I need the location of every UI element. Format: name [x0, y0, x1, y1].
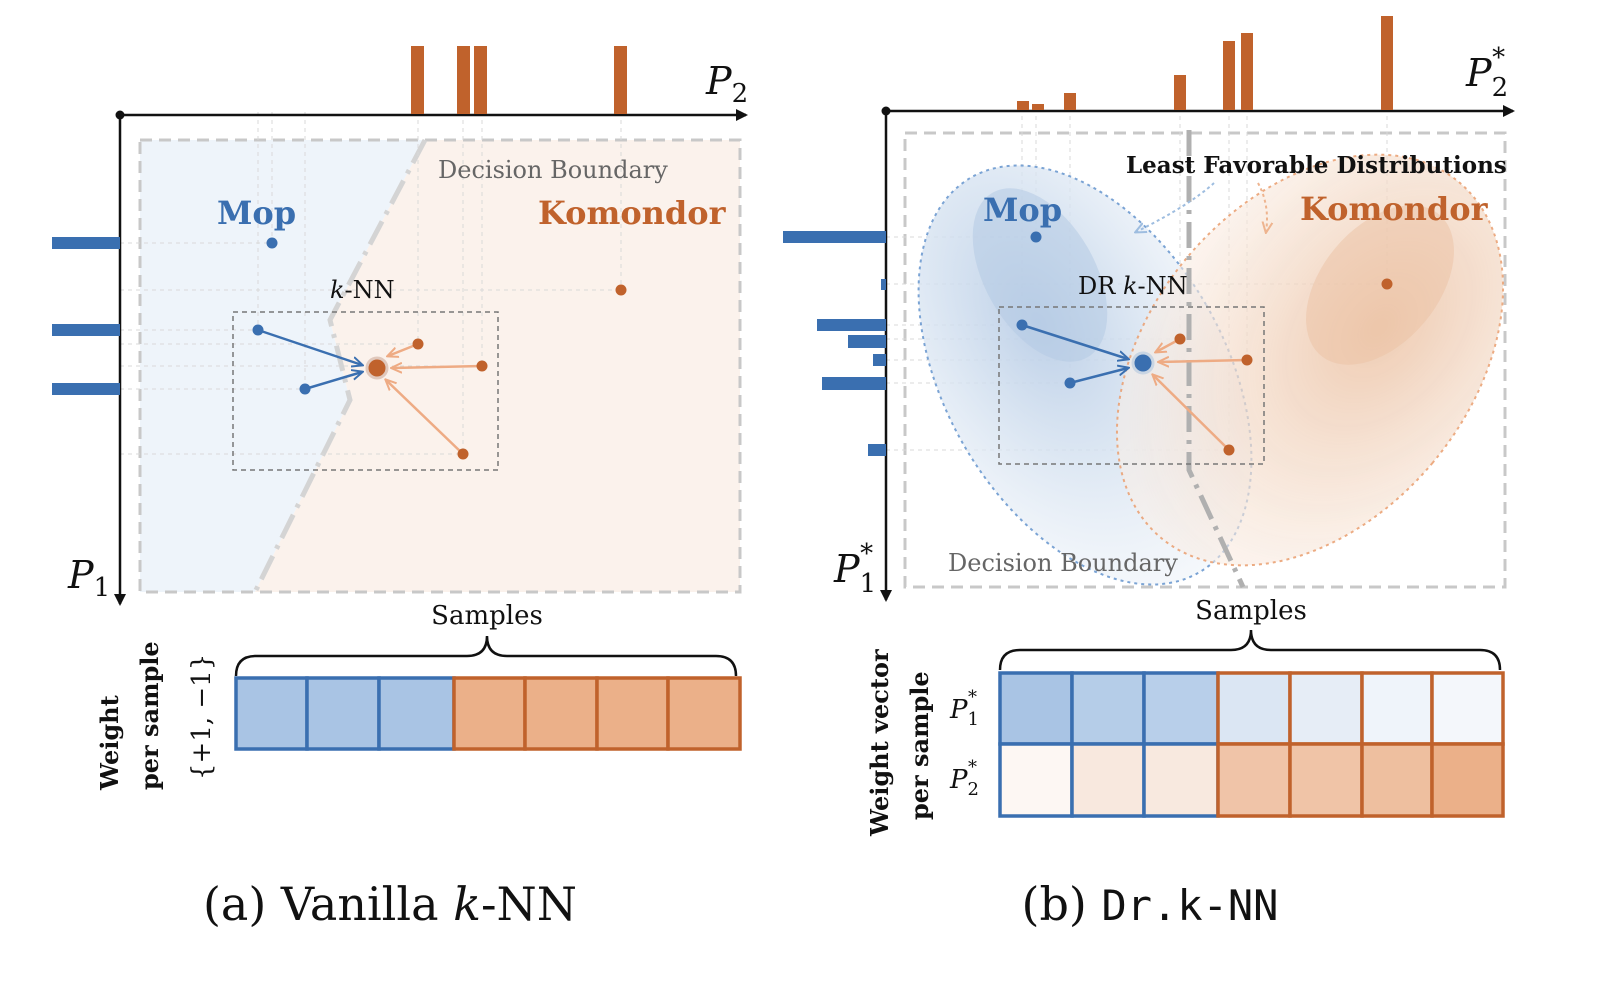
weight-cell — [305, 676, 381, 751]
weight-vector-label-2: per sample — [905, 671, 934, 820]
weight-cell — [1360, 742, 1434, 818]
samples-brace — [998, 629, 1502, 671]
mop-point — [299, 383, 311, 395]
arrow-blue-1 — [1021, 323, 1128, 359]
weight-cell — [1142, 671, 1220, 746]
weight-cells — [234, 676, 742, 751]
panel-b: P2* P1* Mop Komondor Least Favorable Dis… — [783, 16, 1515, 931]
samples-brace — [234, 635, 738, 677]
weight-cell — [998, 671, 1074, 746]
decision-boundary-line — [252, 138, 428, 594]
arrow-orange-3 — [1153, 375, 1230, 451]
class-label-mop: Mop — [217, 194, 296, 232]
top-histogram — [1017, 16, 1393, 110]
samples-label: Samples — [431, 601, 543, 631]
class-label-komondor: Komondor — [1300, 190, 1489, 228]
axis-origin — [115, 110, 125, 120]
decision-boundary-line — [1186, 130, 1246, 589]
arrow-orange-2 — [1159, 360, 1248, 362]
knn-label: k-NN — [330, 276, 395, 304]
mop-point — [1016, 319, 1028, 331]
mop-point — [1064, 377, 1076, 389]
lfd-arrow-orange — [1257, 182, 1267, 232]
mop-point — [252, 324, 264, 336]
komondor-point — [1381, 278, 1393, 290]
caption-b: (b) Dr.k-NN — [1022, 877, 1279, 931]
weight-cell — [1360, 671, 1434, 746]
top-histogram — [411, 46, 627, 114]
y-axis-label: P1* — [833, 539, 876, 599]
decision-boundary-label: Decision Boundary — [948, 549, 1178, 577]
weight-cell — [666, 676, 742, 751]
weight-cell — [523, 676, 599, 751]
knn-label: DR k-NN — [1078, 272, 1188, 300]
row-label-p1: P1* — [949, 687, 979, 730]
left-histogram — [52, 237, 120, 395]
weight-vector-label: Weight vector — [865, 649, 894, 837]
arrow-blue-2 — [1069, 368, 1128, 385]
panel-a: P2 P1 Mop Komondor Decision Boundary k-N… — [52, 46, 748, 931]
arrow-orange-3 — [386, 380, 464, 455]
mop-distribution-core — [972, 188, 1108, 362]
komondor-distribution-core — [1306, 205, 1454, 365]
weight-cell — [1288, 671, 1364, 746]
weight-cell — [595, 676, 670, 751]
weight-cell — [998, 742, 1074, 818]
knn-neighborhood-box — [232, 311, 499, 471]
komondor-point — [476, 360, 488, 372]
weight-cell — [1070, 742, 1146, 818]
guide-lines — [120, 112, 622, 455]
arrow-blue-1 — [257, 328, 362, 365]
weight-cell — [1070, 671, 1146, 746]
samples-label: Samples — [1195, 596, 1307, 626]
x-axis-label: P2* — [1465, 43, 1508, 103]
weight-label-2: per sample — [135, 641, 164, 790]
class-label-komondor: Komondor — [538, 194, 727, 232]
weight-cell — [1216, 742, 1292, 818]
row-label-p2: P2* — [949, 757, 979, 800]
query-point — [1131, 351, 1155, 375]
decision-boundary-label: Decision Boundary — [438, 156, 668, 184]
komondor-point — [615, 284, 627, 296]
left-histogram — [783, 231, 886, 456]
query-point — [365, 356, 389, 380]
caption-a: (a) Vanilla k-NN — [203, 877, 577, 931]
class-label-mop: Mop — [983, 191, 1062, 229]
komondor-point — [457, 448, 469, 460]
weight-cell — [1288, 742, 1364, 818]
weight-cell — [377, 676, 456, 751]
komondor-point — [1174, 333, 1186, 345]
knn-neighborhood-box — [998, 306, 1265, 465]
x-axis-label: P2 — [705, 59, 748, 109]
weight-values-label: {+1, −1} — [187, 654, 217, 780]
y-axis-label: P1 — [67, 553, 110, 603]
weight-label: Weight — [95, 695, 124, 791]
weight-cell — [1430, 671, 1505, 746]
arrow-orange-2 — [392, 366, 483, 368]
komondor-point — [412, 338, 424, 350]
weight-cell — [1430, 742, 1505, 818]
weight-matrix — [998, 671, 1505, 818]
mop-point — [266, 237, 278, 249]
lfd-arrow-blue — [1136, 182, 1215, 232]
weight-cell — [452, 676, 527, 751]
plot-frame — [138, 138, 742, 594]
mop-point — [1030, 231, 1042, 243]
weight-cell — [1142, 742, 1220, 818]
axis-origin — [881, 106, 891, 116]
arrow-blue-2 — [304, 372, 362, 391]
weight-cell — [234, 676, 309, 751]
komondor-point — [1223, 444, 1235, 456]
komondor-point — [1241, 354, 1253, 366]
weight-cell — [1216, 671, 1292, 746]
lfd-label: Least Favorable Distributions — [1126, 152, 1507, 179]
